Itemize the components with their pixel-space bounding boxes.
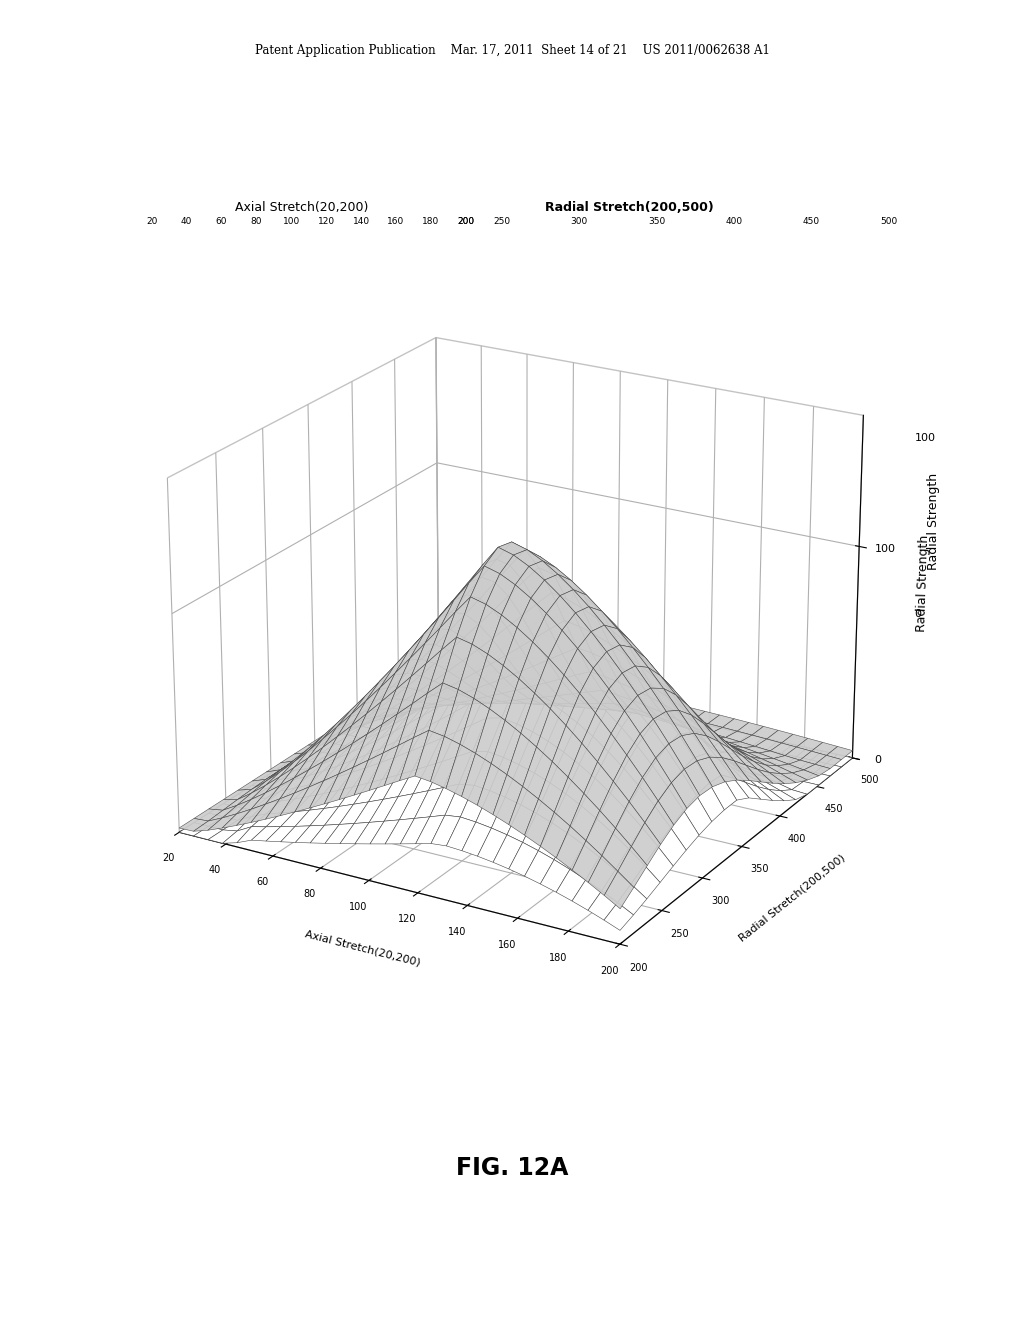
Text: 100: 100 (914, 433, 936, 444)
Text: 160: 160 (387, 216, 404, 226)
Text: Axial Stretch(20,200): Axial Stretch(20,200) (236, 201, 369, 214)
Text: 500: 500 (881, 216, 897, 226)
Text: Radial Strength: Radial Strength (927, 473, 940, 570)
Text: 400: 400 (725, 216, 742, 226)
Text: 450: 450 (803, 216, 820, 226)
Text: 200: 200 (458, 216, 474, 226)
Text: Radial Stretch(200,500): Radial Stretch(200,500) (546, 201, 714, 214)
Text: FIG. 12A: FIG. 12A (456, 1156, 568, 1180)
Text: 300: 300 (570, 216, 588, 226)
Text: 250: 250 (494, 216, 510, 226)
Text: 20: 20 (145, 216, 158, 226)
Text: 40: 40 (181, 216, 193, 226)
Text: 350: 350 (648, 216, 666, 226)
Text: 0: 0 (914, 609, 922, 619)
Text: 60: 60 (216, 216, 227, 226)
Text: 120: 120 (317, 216, 335, 226)
Text: Patent Application Publication    Mar. 17, 2011  Sheet 14 of 21    US 2011/00626: Patent Application Publication Mar. 17, … (255, 44, 769, 57)
Text: 180: 180 (422, 216, 439, 226)
Text: 80: 80 (251, 216, 262, 226)
Text: 100: 100 (283, 216, 300, 226)
Y-axis label: Radial Stretch(200,500): Radial Stretch(200,500) (737, 853, 847, 944)
X-axis label: Axial Stretch(20,200): Axial Stretch(20,200) (304, 929, 422, 968)
Text: 140: 140 (352, 216, 370, 226)
Text: 200: 200 (458, 216, 474, 226)
